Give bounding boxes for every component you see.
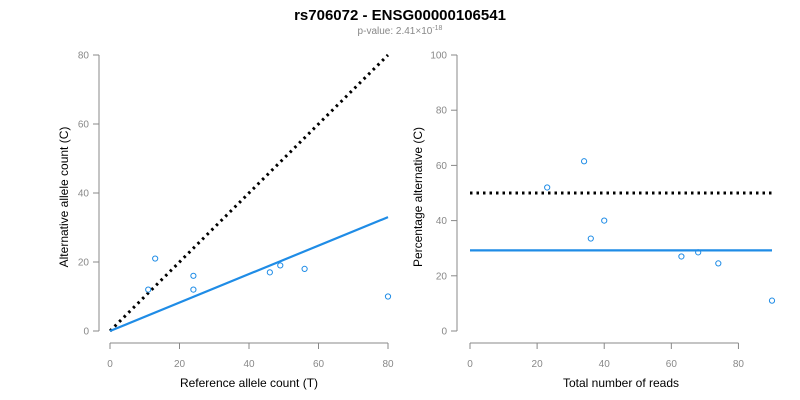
right-y-tick-label: 0 [441, 327, 447, 338]
left-x-tick-label: 60 [313, 359, 325, 370]
left-data-point [277, 262, 284, 269]
right-panel-percentage-alternative: 0 20 40 60 80 100 0 20 40 60 80 Total number of rea… [411, 51, 776, 390]
right-data-point [715, 260, 722, 267]
right-x-tick-label: 20 [532, 359, 544, 370]
right-x-tick-label: 40 [599, 359, 611, 370]
right-data-point [544, 184, 551, 191]
right-y-tick-label: 60 [436, 161, 448, 172]
left-x-axis-title: Reference allele count (T) [180, 376, 318, 390]
right-data-point [601, 217, 608, 224]
chart-subtitle: p-value: 2.41×10-18 [358, 25, 443, 37]
left-y-tick-label: 0 [83, 327, 89, 338]
pvalue-exponent: -18 [432, 25, 442, 32]
right-data-point [587, 235, 594, 242]
left-x-tick-label: 0 [107, 359, 113, 370]
left-y-tick-label: 80 [78, 51, 90, 62]
right-y-tick-label: 40 [436, 216, 448, 227]
right-x-axis-title: Total number of reads [563, 376, 679, 390]
pvalue-text: p-value: 2.41×10 [358, 26, 433, 37]
left-data-point [152, 255, 159, 262]
right-data-point [768, 297, 776, 304]
right-data-point [580, 158, 588, 165]
left-data-point [190, 286, 197, 293]
left-x-tick-label: 20 [174, 359, 186, 370]
left-reference-line [108, 53, 390, 333]
left-data-point [190, 272, 197, 279]
right-x-tick-label: 0 [467, 359, 473, 370]
left-data-point [266, 269, 273, 276]
right-y-tick-label: 100 [430, 51, 447, 62]
left-data-point [145, 286, 152, 293]
left-x-tick-label: 40 [243, 359, 255, 370]
right-data-point [695, 249, 702, 256]
right-x-tick-label: 80 [733, 359, 745, 370]
left-y-tick-label: 40 [78, 189, 90, 200]
left-data-point [301, 265, 308, 272]
left-fit-line [109, 216, 389, 333]
right-y-tick-label: 80 [436, 106, 448, 117]
left-y-tick-label: 20 [78, 258, 90, 269]
left-x-tick-label: 80 [382, 359, 394, 370]
right-data-point [678, 253, 685, 260]
left-panel-allele-counts: 0 20 40 60 80 0 20 40 60 80 Reference allele count… [57, 51, 394, 391]
left-data-point [384, 293, 392, 300]
left-y-tick-label: 60 [78, 120, 90, 131]
right-x-tick-label: 60 [666, 359, 678, 370]
right-y-tick-label: 20 [436, 271, 448, 282]
right-y-axis-title: Percentage alternative (C) [411, 127, 425, 267]
chart-title: rs706072 - ENSG00000106541 [294, 7, 506, 24]
left-y-axis-title: Alternative allele count (C) [57, 127, 71, 268]
